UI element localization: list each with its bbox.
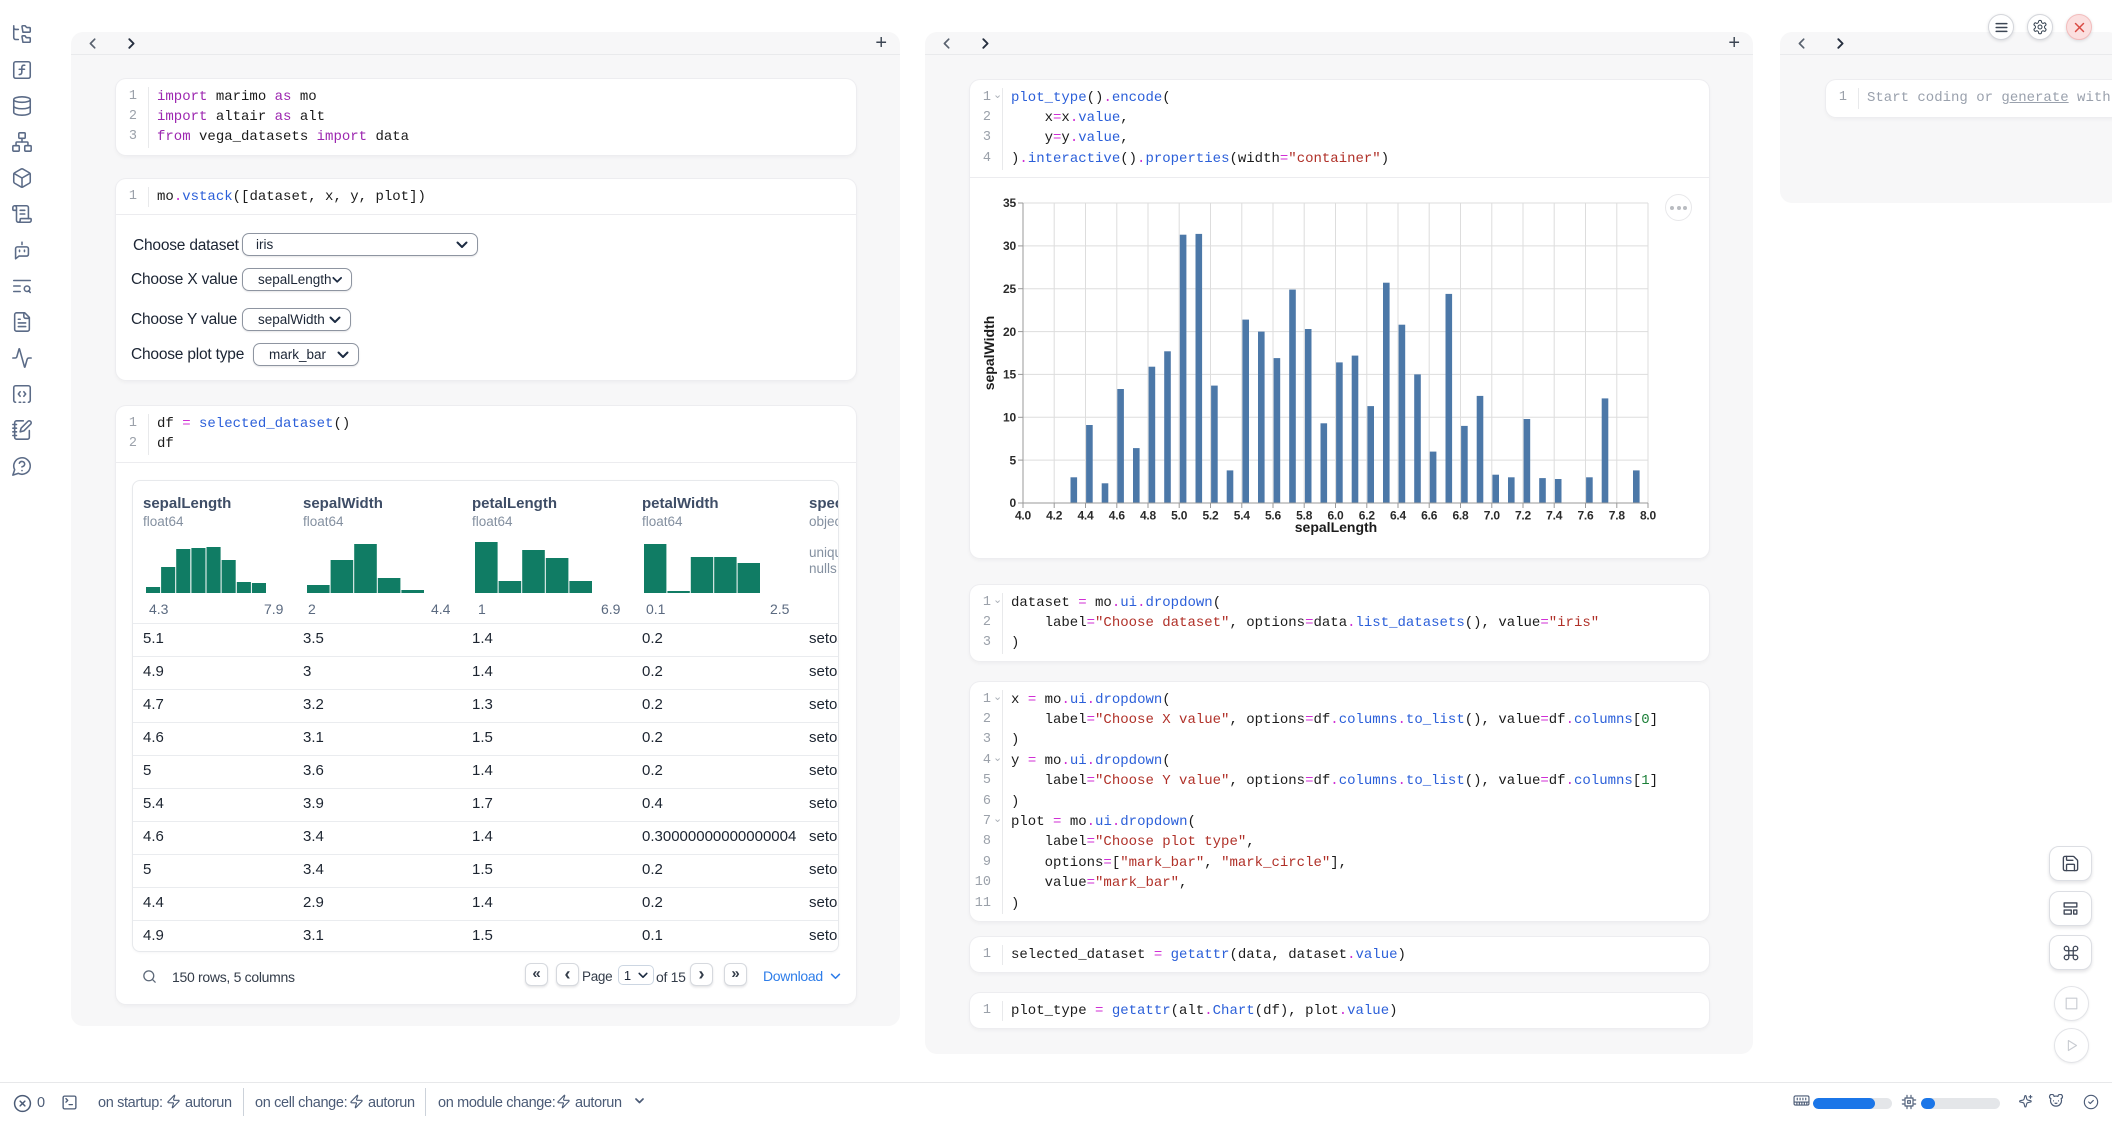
svg-text:6.4: 6.4 [1390,509,1407,523]
svg-text:8.0: 8.0 [1640,509,1657,523]
svg-text:6.2: 6.2 [1359,509,1376,523]
svg-text:5.4: 5.4 [1234,509,1251,523]
svg-text:4.6: 4.6 [1109,509,1126,523]
svg-text:6.0: 6.0 [1327,509,1344,523]
svg-text:5: 5 [1010,453,1017,467]
svg-text:15: 15 [1003,368,1016,382]
svg-text:4.4: 4.4 [1077,509,1094,523]
svg-text:5.2: 5.2 [1202,509,1219,523]
svg-text:35: 35 [1003,196,1016,210]
svg-text:7.4: 7.4 [1546,509,1563,523]
svg-text:7.0: 7.0 [1484,509,1501,523]
svg-text:0: 0 [1010,496,1017,510]
svg-text:30: 30 [1003,239,1016,253]
svg-text:4.0: 4.0 [1015,509,1032,523]
svg-text:6.8: 6.8 [1452,509,1469,523]
svg-text:20: 20 [1003,325,1016,339]
svg-text:4.2: 4.2 [1046,509,1063,523]
svg-text:5.6: 5.6 [1265,509,1282,523]
svg-text:7.6: 7.6 [1577,509,1594,523]
svg-text:sepalLength: sepalLength [1295,519,1377,535]
svg-text:7.8: 7.8 [1609,509,1626,523]
svg-text:5.8: 5.8 [1296,509,1313,523]
svg-text:5.0: 5.0 [1171,509,1188,523]
svg-text:25: 25 [1003,282,1016,296]
svg-text:sepalWidth: sepalWidth [981,316,997,391]
svg-text:4.8: 4.8 [1140,509,1157,523]
svg-text:10: 10 [1003,411,1016,425]
svg-text:7.2: 7.2 [1515,509,1532,523]
svg-text:6.6: 6.6 [1421,509,1438,523]
